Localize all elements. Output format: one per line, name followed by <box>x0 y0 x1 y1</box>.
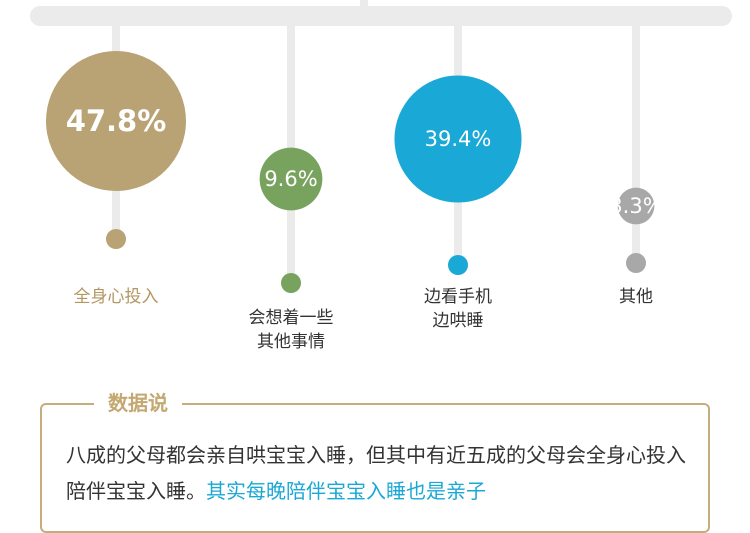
marker-dot <box>281 273 301 293</box>
connector-line <box>632 26 640 263</box>
value-label: 9.6% <box>264 167 317 191</box>
value-label: 3.3% <box>609 194 662 218</box>
category-label: 边看手机 边哄睡 <box>424 287 492 331</box>
note-text: 八成的父母都会亲自哄宝宝入睡，但其中有近五成的父母会全身心投入陪伴宝宝入睡。其实… <box>66 437 696 509</box>
value-label: 39.4% <box>425 127 492 151</box>
note-text-plain: 八成的父母都会亲自哄宝宝入睡，但其中有近五成的父母会全身心投入陪伴宝宝入睡。 <box>66 443 686 503</box>
category-label: 全身心投入 <box>73 287 159 307</box>
category-label: 会想着一些 其他事情 <box>248 308 334 352</box>
marker-dot <box>106 229 126 249</box>
bubble <box>259 147 323 211</box>
top-bar-stem <box>360 0 368 10</box>
marker-dot <box>626 253 646 273</box>
category-label: 其他 <box>619 287 653 307</box>
bubble <box>617 187 655 225</box>
bubble <box>46 51 186 191</box>
bubble-chart: 47.8% 9.6% 39.4% 3.3% <box>30 0 732 293</box>
note-title: 数据说 <box>94 388 182 418</box>
marker-dot <box>448 255 468 275</box>
note-text-highlight: 其实每晚陪伴宝宝入睡也是亲子 <box>206 479 486 503</box>
bubble <box>394 75 522 203</box>
top-bar <box>30 6 732 26</box>
value-label: 47.8% <box>66 104 167 138</box>
